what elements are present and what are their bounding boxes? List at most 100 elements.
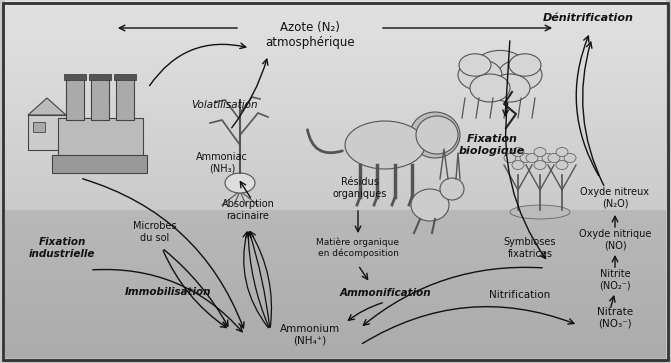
Bar <box>5 263 666 272</box>
Bar <box>5 314 666 321</box>
Bar <box>5 82 666 91</box>
Text: Matière organique
en décomposition: Matière organique en décomposition <box>317 238 399 258</box>
Text: Oxyde nitrique
(NO): Oxyde nitrique (NO) <box>579 229 651 251</box>
Bar <box>5 172 666 182</box>
Bar <box>89 74 111 80</box>
Ellipse shape <box>416 116 458 154</box>
Bar <box>5 154 666 163</box>
Ellipse shape <box>534 160 546 170</box>
Ellipse shape <box>510 205 570 219</box>
Bar <box>5 272 666 281</box>
Text: Nitrite
(NO₂⁻): Nitrite (NO₂⁻) <box>599 269 631 291</box>
Bar <box>5 45 666 54</box>
Bar <box>5 247 666 254</box>
Bar <box>33 122 45 132</box>
Ellipse shape <box>512 160 524 170</box>
Bar <box>5 290 666 299</box>
Bar <box>5 336 666 345</box>
Text: Nitrate
(NO₃⁻): Nitrate (NO₃⁻) <box>597 307 633 329</box>
Bar <box>91 78 109 120</box>
Ellipse shape <box>509 54 541 76</box>
Ellipse shape <box>504 154 516 163</box>
Text: Dénitrification: Dénitrification <box>543 13 633 23</box>
Bar <box>5 299 666 309</box>
Bar <box>5 36 666 45</box>
Bar <box>66 78 84 120</box>
Ellipse shape <box>526 154 538 163</box>
Bar <box>5 299 666 306</box>
Ellipse shape <box>556 160 568 170</box>
Bar <box>5 291 666 299</box>
Bar <box>5 100 666 109</box>
Bar <box>5 284 666 291</box>
Bar <box>5 351 666 358</box>
Bar <box>5 329 666 336</box>
Bar <box>5 343 666 351</box>
Bar <box>5 309 666 318</box>
Ellipse shape <box>556 147 568 156</box>
Bar <box>5 336 666 343</box>
Bar <box>28 115 66 150</box>
Bar <box>5 345 666 354</box>
Bar <box>5 240 666 247</box>
Bar <box>5 18 666 27</box>
Bar <box>5 0 666 9</box>
Bar <box>5 200 666 209</box>
Ellipse shape <box>490 74 530 102</box>
Bar <box>5 91 666 100</box>
Bar <box>5 145 666 154</box>
Bar <box>5 327 666 336</box>
Bar <box>52 155 147 173</box>
Ellipse shape <box>542 154 554 163</box>
Bar <box>5 318 666 327</box>
Bar <box>5 354 666 363</box>
Bar <box>5 225 666 232</box>
Bar <box>5 254 666 262</box>
Bar <box>5 306 666 314</box>
Ellipse shape <box>498 60 542 90</box>
Bar <box>5 254 666 263</box>
Ellipse shape <box>512 147 524 156</box>
Text: Microbes
du sol: Microbes du sol <box>133 221 177 243</box>
Bar <box>5 321 666 329</box>
Bar <box>5 118 666 127</box>
Ellipse shape <box>458 60 502 90</box>
Bar <box>64 74 86 80</box>
Text: Ammonium
(NH₄⁺): Ammonium (NH₄⁺) <box>280 324 340 346</box>
Text: Fixation
biologique: Fixation biologique <box>459 134 525 156</box>
Text: Volatilisation: Volatilisation <box>192 100 258 110</box>
Bar <box>5 163 666 172</box>
Ellipse shape <box>470 74 510 102</box>
Ellipse shape <box>411 189 449 221</box>
Ellipse shape <box>548 154 560 163</box>
Text: Nitrification: Nitrification <box>489 290 551 300</box>
Ellipse shape <box>440 178 464 200</box>
Bar <box>5 269 666 277</box>
Bar <box>5 245 666 254</box>
Bar <box>5 277 666 284</box>
Bar <box>5 127 666 136</box>
Bar <box>5 236 666 245</box>
Bar <box>116 78 134 120</box>
Text: Oxyde nitreux
(N₂O): Oxyde nitreux (N₂O) <box>580 187 650 209</box>
Bar <box>5 136 666 145</box>
Ellipse shape <box>225 173 255 193</box>
Bar <box>5 109 666 118</box>
Text: Ammonification: Ammonification <box>339 288 431 298</box>
Bar <box>5 281 666 290</box>
Bar <box>5 27 666 36</box>
Text: Immobilisation: Immobilisation <box>125 287 211 297</box>
Bar <box>5 262 666 269</box>
Ellipse shape <box>345 121 425 169</box>
Bar <box>5 182 666 191</box>
Bar <box>5 64 666 73</box>
Ellipse shape <box>520 154 532 163</box>
Bar <box>5 73 666 82</box>
Bar <box>5 217 666 225</box>
Bar <box>5 191 666 200</box>
Ellipse shape <box>472 50 528 90</box>
Text: Azote (N₂)
atmosphérique: Azote (N₂) atmosphérique <box>265 21 355 49</box>
Ellipse shape <box>564 154 576 163</box>
Bar <box>114 74 136 80</box>
Text: Fixation
industrielle: Fixation industrielle <box>29 237 95 259</box>
